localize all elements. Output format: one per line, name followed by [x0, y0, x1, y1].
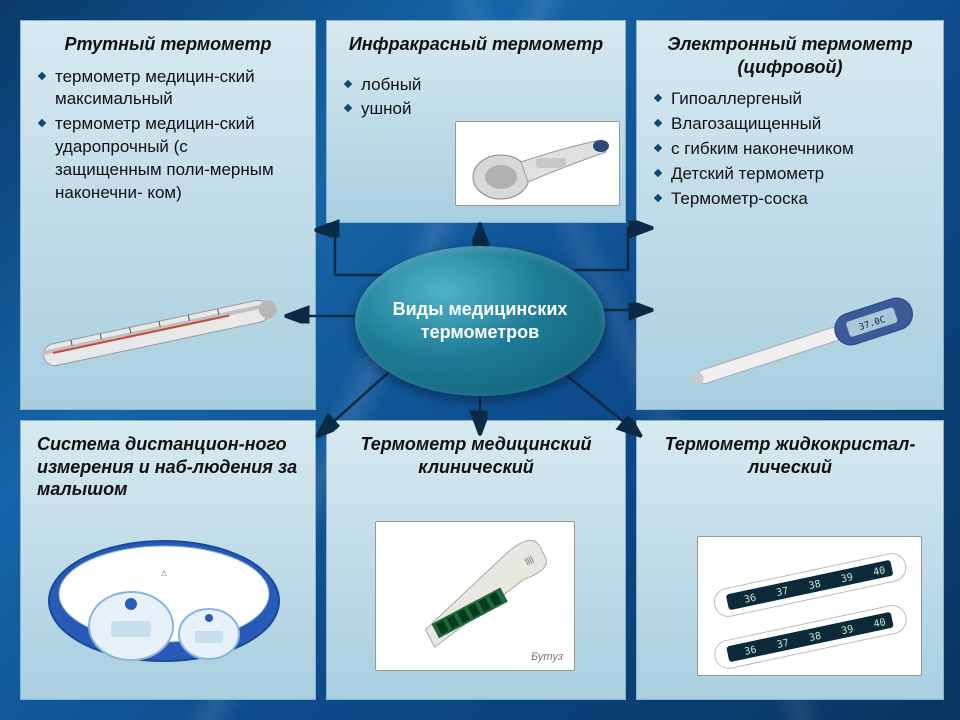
panel-infrared-list: лобный ушной: [343, 74, 609, 122]
lcd-strip-icon: 36 37 38 39 40 36 37 38 39 40: [697, 536, 922, 676]
mercury-thermometer-icon: [11, 271, 311, 391]
panel-infrared: Инфракрасный термометр лобный ушной: [326, 20, 626, 223]
panel-mercury-list: термометр медицин-ский максимальный терм…: [37, 66, 299, 206]
list-item: Детский термометр: [653, 163, 927, 186]
baby-monitor-icon: ⚠: [41, 516, 291, 686]
panel-liquid-crystal-title: Термометр жидкокристал-лический: [653, 433, 927, 478]
list-item: Влагозащищенный: [653, 113, 927, 136]
panel-infrared-title: Инфракрасный термометр: [343, 33, 609, 56]
center-hub: Виды медицинских термометров: [355, 246, 605, 396]
list-item: с гибким наконечником: [653, 138, 927, 161]
list-item: термометр медицин-ский ударопрочный (с з…: [37, 113, 299, 205]
panel-remote: Система дистанцион-ного измерения и наб-…: [20, 420, 316, 700]
panel-mercury: Ртутный термометр термометр медицин-ский…: [20, 20, 316, 410]
svg-text:⚠: ⚠: [160, 569, 167, 578]
panel-electronic-list: Гипоаллергеный Влагозащищенный с гибким …: [653, 88, 927, 211]
panel-mercury-title: Ртутный термометр: [37, 33, 299, 56]
list-item: термометр медицин-ский максимальный: [37, 66, 299, 112]
panel-liquid-crystal: Термометр жидкокристал-лический 36 37 38…: [636, 420, 944, 700]
panel-clinical: Термометр медицинский клинический |||| Б…: [326, 420, 626, 700]
clinical-thermometer-icon: |||| Бутуз: [375, 521, 575, 671]
list-item: Термометр-соска: [653, 188, 927, 211]
center-hub-label: Виды медицинских термометров: [355, 298, 605, 345]
panel-electronic: Электронный термометр (цифровой) Гипоалл…: [636, 20, 944, 410]
panel-clinical-title: Термометр медицинский клинический: [343, 433, 609, 478]
list-item: лобный: [343, 74, 609, 97]
list-item: Гипоаллергеный: [653, 88, 927, 111]
panel-electronic-title: Электронный термометр (цифровой): [653, 33, 927, 78]
svg-text:Бутуз: Бутуз: [531, 651, 563, 663]
digital-thermometer-icon: 37.0C: [673, 291, 943, 401]
panel-remote-title: Система дистанцион-ного измерения и наб-…: [37, 433, 299, 501]
infrared-thermometer-icon: [455, 121, 620, 206]
list-item: ушной: [343, 98, 609, 121]
